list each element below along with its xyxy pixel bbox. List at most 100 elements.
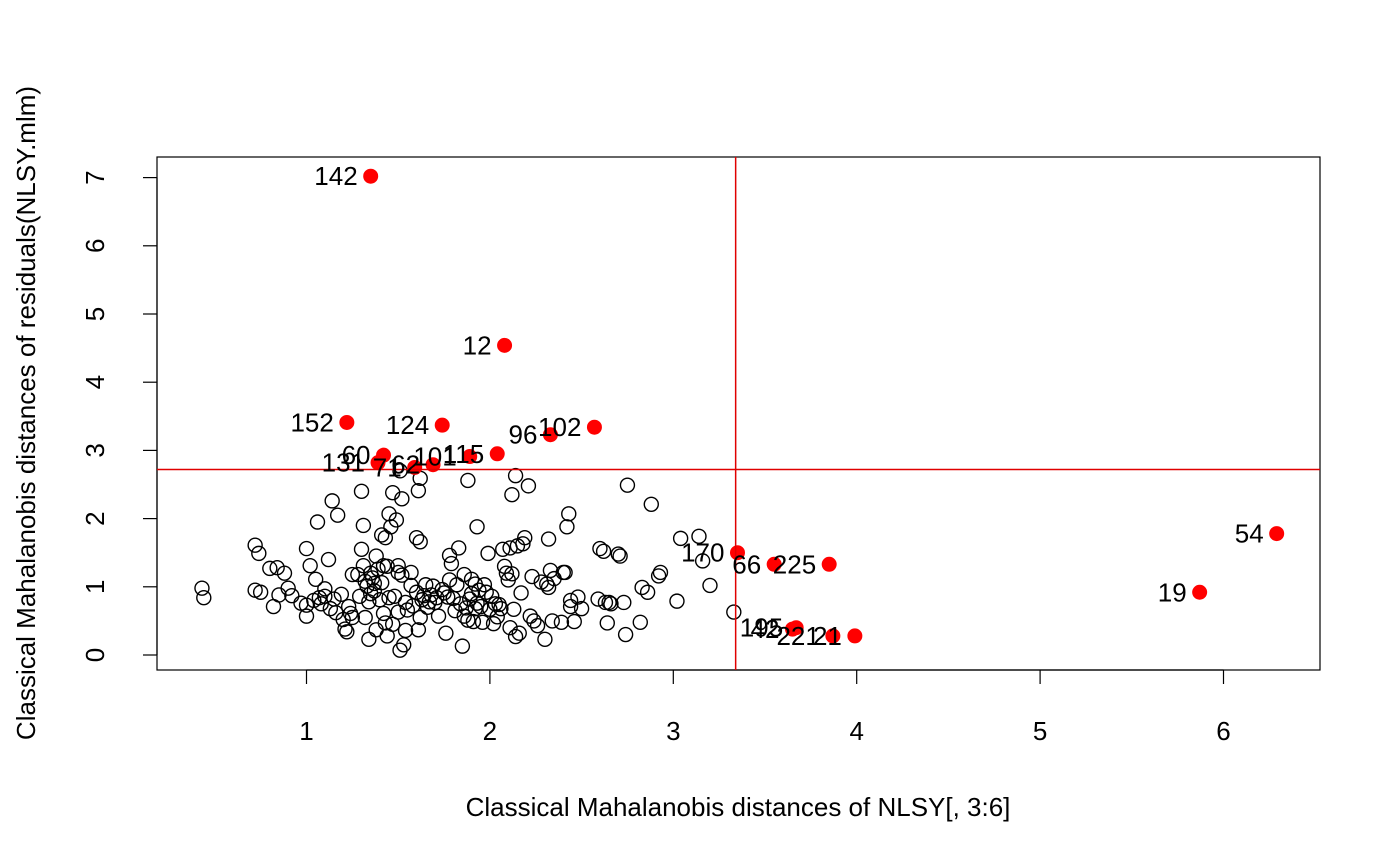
data-point xyxy=(307,571,324,587)
data-point xyxy=(410,482,427,499)
data-point xyxy=(425,578,441,594)
data-point xyxy=(298,540,315,557)
data-point xyxy=(373,527,390,543)
outlier-label: 66 xyxy=(732,549,761,579)
data-point xyxy=(355,517,372,534)
y-axis-label: Classical Mahalanobis distances of resid… xyxy=(11,86,41,740)
data-point xyxy=(619,477,636,493)
outlier-point xyxy=(847,628,863,644)
x-tick-label: 1 xyxy=(299,716,313,746)
y-tick-label: 0 xyxy=(80,648,110,662)
data-point xyxy=(529,617,546,634)
x-tick-label: 4 xyxy=(849,716,863,746)
data-point xyxy=(469,595,485,611)
data-point xyxy=(478,584,494,600)
data-point xyxy=(465,613,482,630)
data-point xyxy=(504,487,520,503)
data-point xyxy=(368,622,384,638)
data-point xyxy=(471,582,487,598)
data-point xyxy=(324,493,340,509)
data-point xyxy=(410,622,427,638)
data-point xyxy=(392,463,408,479)
data-point xyxy=(451,540,467,556)
x-tick-label: 3 xyxy=(666,716,680,746)
data-point xyxy=(599,615,615,631)
outlier-point xyxy=(1192,584,1208,600)
data-point xyxy=(504,566,520,582)
outlier-point xyxy=(462,449,478,465)
data-point xyxy=(351,588,368,605)
outlier-label: 60 xyxy=(342,440,371,470)
data-point xyxy=(553,614,570,630)
data-point xyxy=(368,548,384,564)
data-point xyxy=(390,564,406,581)
y-tick-label: 1 xyxy=(80,580,110,594)
outlier-label: 54 xyxy=(1235,519,1264,549)
data-point xyxy=(643,496,659,512)
data-point xyxy=(526,613,542,629)
data-point xyxy=(562,592,579,609)
data-point xyxy=(639,584,656,600)
data-point xyxy=(480,545,496,562)
data-point xyxy=(511,625,527,641)
x-tick-label: 2 xyxy=(483,716,497,746)
x-tick-label: 6 xyxy=(1216,716,1230,746)
x-axis-label: Classical Mahalanobis distances of NLSY[… xyxy=(466,792,1011,822)
data-point xyxy=(522,608,538,624)
data-point xyxy=(542,562,559,579)
data-point xyxy=(694,553,711,569)
data-point xyxy=(284,587,300,604)
data-point xyxy=(566,613,582,630)
data-point xyxy=(329,507,346,523)
data-point xyxy=(540,531,557,547)
data-point xyxy=(669,593,685,609)
data-point xyxy=(540,579,557,596)
data-point xyxy=(333,586,350,603)
outlier-point xyxy=(785,621,801,637)
outlier-point xyxy=(825,628,841,644)
outlier-point xyxy=(1269,526,1285,542)
data-point xyxy=(616,594,632,611)
data-point xyxy=(344,609,361,626)
outlier-label: 131 xyxy=(322,448,365,478)
data-point xyxy=(381,590,397,606)
outlier-point xyxy=(363,168,379,184)
outlier-label: 124 xyxy=(386,410,429,440)
outlier-label: 62 xyxy=(391,450,420,480)
data-point xyxy=(320,551,337,568)
data-point xyxy=(377,615,394,631)
y-tick-label: 7 xyxy=(80,170,110,184)
data-point xyxy=(412,534,428,550)
data-point xyxy=(634,579,650,596)
data-point xyxy=(436,585,452,601)
data-point xyxy=(561,506,577,522)
data-point xyxy=(438,625,454,641)
outlier-points xyxy=(339,168,1285,644)
data-point xyxy=(570,589,586,605)
outlier-label: 96 xyxy=(509,420,538,450)
outlier-label: 225 xyxy=(773,549,816,579)
data-point xyxy=(339,624,355,640)
outlier-point xyxy=(497,337,513,353)
data-point xyxy=(298,608,315,624)
data-point xyxy=(507,467,524,484)
outlier-label: 42 xyxy=(751,614,780,644)
data-point xyxy=(337,621,353,637)
data-point xyxy=(394,567,410,583)
data-point xyxy=(632,614,648,630)
data-point xyxy=(559,519,575,535)
data-point xyxy=(271,587,287,603)
data-point xyxy=(691,528,707,545)
data-point xyxy=(537,631,553,648)
data-point xyxy=(495,541,511,557)
x-tick-label: 5 xyxy=(1033,716,1047,746)
y-tick-label: 6 xyxy=(80,239,110,253)
data-point xyxy=(449,577,465,593)
data-point xyxy=(262,560,278,577)
data-point xyxy=(440,589,456,605)
data-point xyxy=(612,548,628,564)
data-point xyxy=(353,483,370,500)
data-point xyxy=(377,529,394,546)
data-point xyxy=(344,566,361,583)
